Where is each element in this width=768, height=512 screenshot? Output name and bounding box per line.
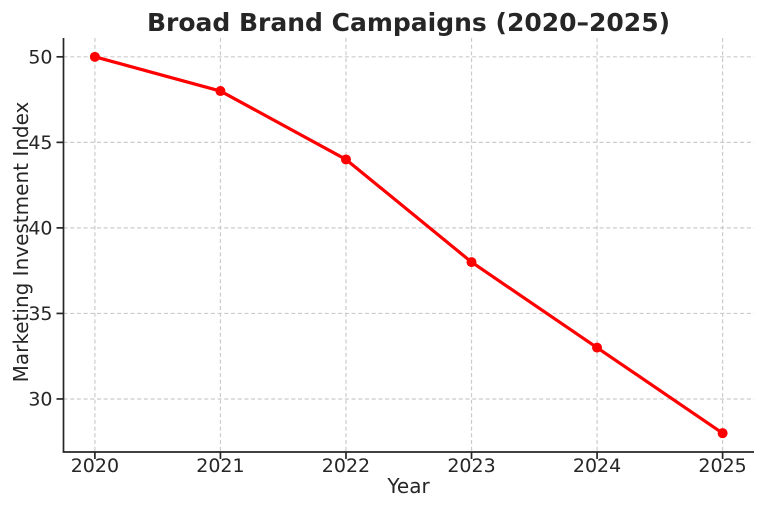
data-point bbox=[466, 257, 477, 268]
x-tick-label: 2025 bbox=[698, 455, 746, 477]
y-tick-label: 35 bbox=[28, 303, 52, 325]
y-tick-label: 30 bbox=[28, 388, 52, 410]
y-axis-label: Marketing Investment Index bbox=[9, 101, 33, 382]
data-line bbox=[93, 55, 725, 435]
data-point bbox=[89, 51, 100, 62]
chart-title: Broad Brand Campaigns (2020–2025) bbox=[147, 8, 670, 37]
data-point bbox=[340, 154, 351, 165]
data-point bbox=[717, 428, 728, 439]
grid-layer bbox=[63, 38, 754, 452]
x-tick-label: 2023 bbox=[447, 455, 495, 477]
y-tick-label: 50 bbox=[28, 46, 52, 68]
data-point bbox=[592, 342, 603, 353]
x-axis-label: Year bbox=[386, 474, 430, 498]
series-layer bbox=[89, 51, 728, 439]
x-tick-label: 2024 bbox=[573, 455, 621, 477]
data-point bbox=[215, 86, 226, 97]
x-tick-label: 2022 bbox=[322, 455, 370, 477]
y-tick-label: 40 bbox=[28, 217, 52, 239]
x-tick-label: 2021 bbox=[196, 455, 244, 477]
x-tick-label: 2020 bbox=[71, 455, 119, 477]
axis-layer: 2020 2021 2022 2023 2024 2025 30 35 40 45 50 bbox=[28, 38, 754, 477]
y-tick-label: 45 bbox=[28, 132, 52, 154]
